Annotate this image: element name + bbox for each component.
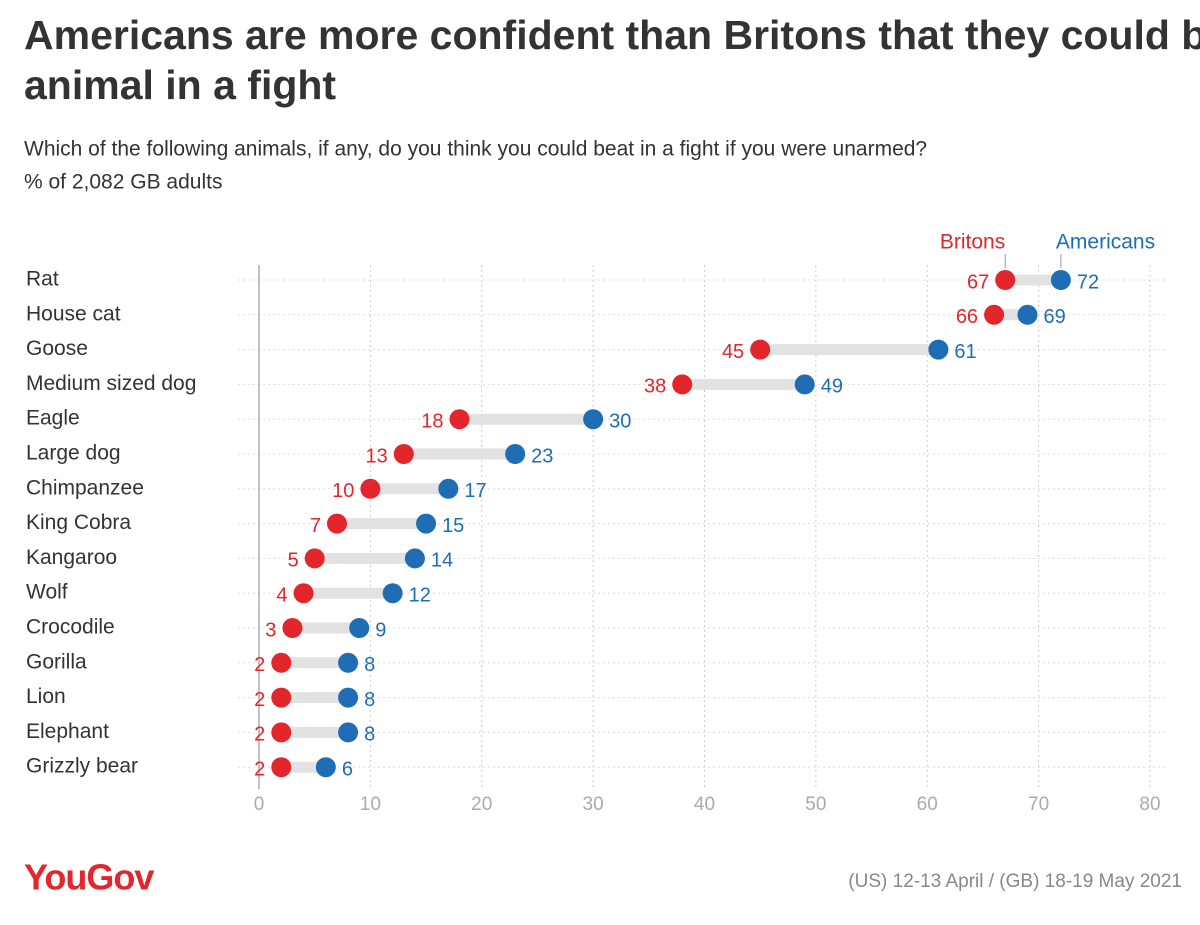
chart-subtitle: Which of the following animals, if any, … [24, 138, 927, 161]
dot [282, 618, 303, 638]
dot [438, 478, 459, 499]
dot [794, 374, 815, 395]
dot [672, 374, 693, 395]
dot [1017, 304, 1038, 325]
dot [338, 722, 359, 743]
dot [293, 583, 314, 604]
x-tick-label: 40 [694, 794, 715, 815]
legend-label: Americans [1056, 231, 1155, 254]
data-label: 12 [409, 584, 431, 606]
y-tick-label: Goose [26, 337, 88, 360]
chart-title: Americans are more confident than Briton… [24, 12, 1200, 108]
data-label: 4 [276, 584, 287, 606]
x-tick-label: 30 [583, 794, 604, 815]
y-tick-label: Grizzly bear [26, 755, 138, 778]
dot [382, 583, 403, 604]
data-label: 2 [254, 724, 265, 746]
data-label: 72 [1077, 271, 1099, 293]
data-label: 23 [531, 445, 553, 467]
dot [271, 757, 292, 778]
x-tick-label: 50 [805, 794, 826, 815]
data-label: 7 [310, 515, 321, 537]
dot [338, 687, 359, 708]
x-tick-label: 70 [1028, 794, 1049, 815]
data-label: 3 [265, 619, 276, 641]
y-tick-label: Gorilla [26, 650, 87, 673]
data-label: 2 [254, 758, 265, 780]
data-label: 17 [464, 480, 486, 502]
y-tick-label: Chimpanzee [26, 476, 144, 499]
y-tick-label: Crocodile [26, 616, 115, 639]
data-label: 14 [431, 550, 453, 572]
data-label: 15 [442, 515, 464, 537]
data-label: 5 [288, 550, 299, 572]
data-label: 38 [644, 376, 666, 398]
y-tick-label: Kangaroo [26, 546, 117, 569]
dot [315, 757, 336, 778]
data-label: 10 [332, 480, 354, 502]
data-label: 69 [1043, 306, 1065, 328]
dot [271, 652, 292, 673]
data-label: 9 [375, 619, 386, 641]
data-label: 30 [609, 410, 631, 432]
data-label: 6 [342, 758, 353, 780]
data-label: 45 [722, 341, 744, 363]
y-tick-label: Medium sized dog [26, 372, 196, 395]
x-tick-label: 20 [471, 794, 492, 815]
data-label: 8 [364, 654, 375, 676]
data-label: 67 [967, 271, 989, 293]
y-tick-label: Eagle [26, 407, 80, 430]
dot [416, 513, 437, 534]
y-tick-label: King Cobra [26, 511, 131, 534]
dot [928, 339, 949, 360]
dot [271, 687, 292, 708]
x-tick-label: 60 [917, 794, 938, 815]
dot [1050, 270, 1071, 290]
dot [304, 548, 325, 569]
dot [326, 513, 347, 534]
dot [995, 270, 1016, 290]
y-tick-label: House cat [26, 302, 121, 325]
dot [271, 722, 292, 743]
data-label: 18 [421, 410, 443, 432]
dot [984, 304, 1005, 325]
dot [360, 478, 381, 499]
dot [393, 444, 414, 464]
data-label: 13 [366, 445, 388, 467]
data-label: 8 [364, 724, 375, 746]
dot [505, 444, 526, 464]
y-tick-label: Elephant [26, 720, 109, 743]
data-label: 2 [254, 689, 265, 711]
logo: YouGov [24, 857, 154, 898]
y-tick-label: Lion [26, 685, 66, 708]
source: (US) 12-13 April / (GB) 18-19 May 2021 [848, 871, 1182, 892]
data-label: 2 [254, 654, 265, 676]
legend-label: Britons [940, 231, 1005, 254]
data-label: 61 [954, 341, 976, 363]
x-tick-label: 10 [360, 794, 381, 815]
dot [449, 409, 470, 430]
data-label: 66 [956, 306, 978, 328]
dot [404, 548, 425, 569]
y-tick-label: Wolf [26, 581, 68, 604]
dot [349, 618, 370, 638]
y-tick-label: Large dog [26, 442, 121, 465]
data-label: 8 [364, 689, 375, 711]
dot [750, 339, 771, 360]
data-label: 49 [821, 376, 843, 398]
x-tick-label: 0 [254, 794, 265, 815]
chart-note: % of 2,082 GB adults [24, 171, 222, 194]
y-tick-label: Rat [26, 268, 59, 291]
dot [583, 409, 604, 430]
x-tick-label: 80 [1139, 794, 1160, 815]
dot [338, 652, 359, 673]
